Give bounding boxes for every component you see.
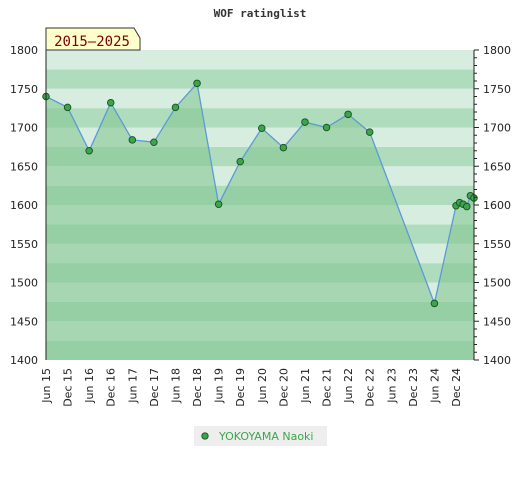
x-tick-label: Jun 23: [385, 368, 398, 404]
legend-box: [194, 426, 327, 446]
data-point: [106, 98, 115, 107]
x-tick-label: Dec 19: [234, 368, 247, 407]
x-tick-label: Dec 17: [148, 368, 161, 407]
y-ticks-left: 1400 1450 1500 1550 1600 1650 1700 1750 1800: [10, 44, 38, 367]
period-badge-box: [45, 27, 141, 51]
x-tick-label: Dec 16: [105, 368, 118, 407]
data-point: [430, 299, 439, 308]
y-tick-label: 1700: [10, 122, 38, 135]
x-tick-label: Jun 22: [342, 368, 355, 404]
y-tick-label: 1600: [10, 199, 38, 212]
data-point: [258, 124, 266, 133]
y-tick-label: 1750: [483, 83, 511, 96]
y-tick-label: 1550: [10, 238, 38, 251]
x-ticks: Jun 15 Dec 15 Jun 16 Dec 16 Jun 17 Dec 17 Jun …: [40, 368, 463, 407]
background-band: [46, 108, 474, 128]
rating-markers: [42, 79, 478, 308]
x-tick-label: Dec 23: [407, 368, 420, 407]
legend-series-name: YOKOYAMA Naoki: [218, 430, 313, 443]
y-tick-label: 1550: [483, 238, 511, 251]
data-point: [193, 79, 201, 88]
y-tick-label: 1700: [483, 122, 511, 135]
y-tick-label: 1400: [10, 354, 38, 367]
x-tick-label: Dec 20: [277, 368, 290, 407]
data-point: [322, 123, 331, 132]
x-tick-label: Jun 16: [83, 368, 96, 404]
background-band: [46, 88, 474, 109]
x-tick-label: Jun 18: [169, 368, 182, 404]
background-band: [46, 50, 474, 70]
y-ticks-right: 1400 1450 1500 1550 1600 1650 1700 1750 1800: [483, 44, 511, 367]
y-tick-label: 1600: [483, 199, 511, 212]
x-tick-label: Jun 19: [213, 368, 226, 404]
x-tick-label: Dec 21: [321, 368, 334, 407]
x-tick-label: Dec 18: [191, 368, 204, 407]
y-tick-label: 1800: [483, 44, 511, 57]
legend-marker: [201, 432, 209, 440]
rating-area: [46, 83, 474, 361]
data-point: [279, 143, 288, 152]
x-tick-label: Jun 21: [299, 368, 312, 404]
data-point: [85, 146, 93, 155]
y-tick-label: 1650: [10, 160, 38, 173]
chart-title: WOF ratinglist: [214, 7, 307, 20]
y-tick-label: 1450: [483, 315, 511, 328]
y-tick-label: 1450: [10, 315, 38, 328]
legend[interactable]: YOKOYAMA Naoki: [194, 426, 327, 446]
y-tick-label: 1400: [483, 354, 511, 367]
right-minor-ticks: [474, 49, 479, 361]
data-point: [344, 110, 352, 119]
x-tick-label: Dec 24: [450, 368, 463, 407]
y-tick-label: 1750: [10, 83, 38, 96]
x-tick-label: Dec 22: [364, 368, 377, 407]
data-point: [214, 200, 223, 208]
x-tick-label: Jun 24: [428, 368, 441, 404]
data-point: [463, 202, 471, 211]
background-band: [46, 69, 474, 89]
data-point: [301, 118, 309, 126]
x-tick-label: Jun 15: [40, 368, 53, 404]
data-point: [365, 128, 374, 136]
data-point: [63, 103, 72, 112]
x-tick-label: Jun 17: [126, 368, 139, 404]
y-tick-label: 1500: [10, 277, 38, 290]
y-tick-label: 1650: [483, 160, 511, 173]
data-point: [150, 138, 158, 146]
period-badge-text: 2015–2025: [54, 34, 130, 50]
x-tick-label: Dec 15: [62, 368, 75, 407]
y-tick-label: 1800: [10, 44, 38, 57]
x-tick-label: Jun 20: [256, 368, 269, 404]
data-point: [171, 103, 180, 112]
period-badge: 2015–2025: [45, 27, 141, 51]
y-tick-label: 1500: [483, 277, 511, 290]
data-point: [236, 157, 244, 166]
data-point: [128, 136, 137, 144]
